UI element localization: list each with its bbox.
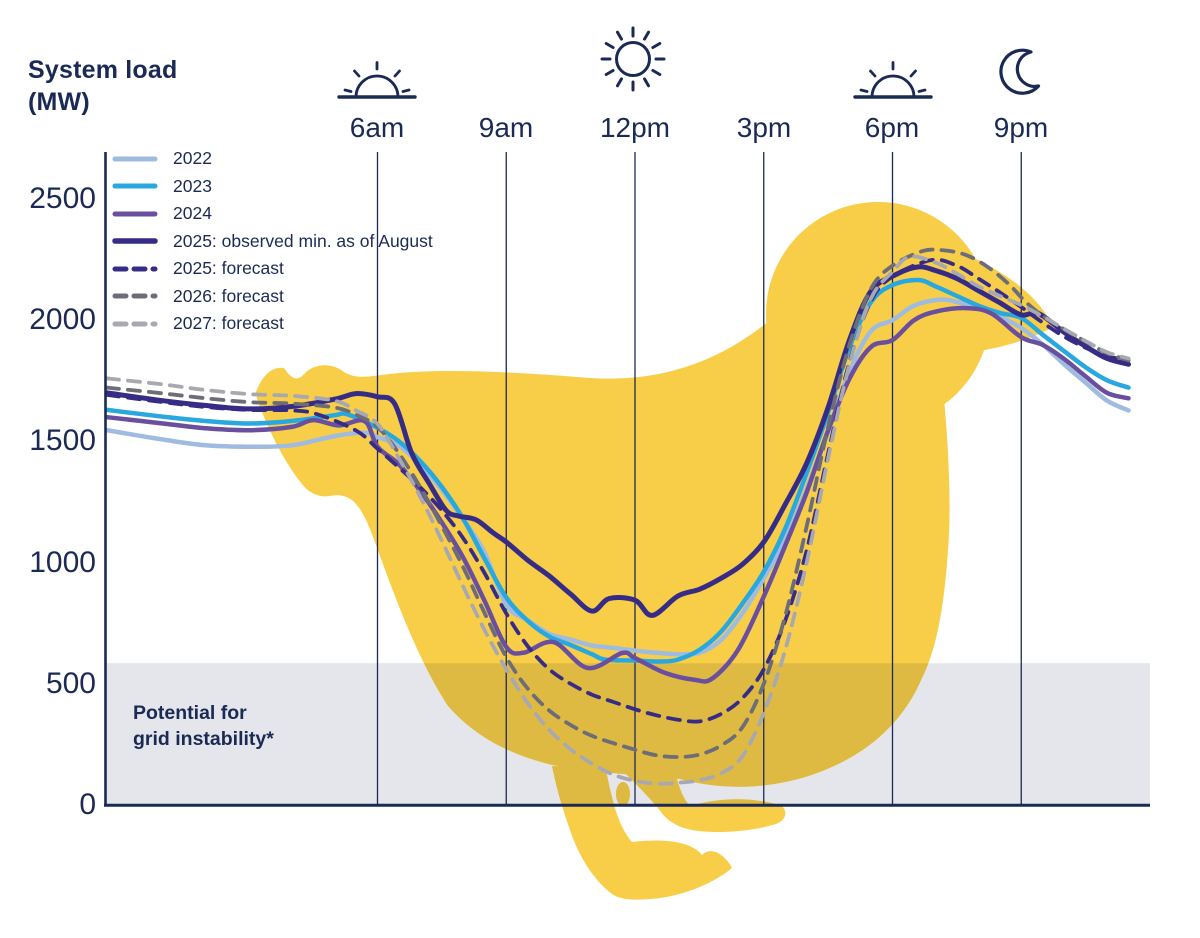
legend-label: 2025: observed min. as of August xyxy=(173,230,433,251)
legend-item-2025-observed: 2025: observed min. as of August xyxy=(112,228,433,256)
x-label-12pm: 12pm xyxy=(599,112,671,143)
moon-icon xyxy=(999,48,1041,95)
y-tick-1000: 1000 xyxy=(29,546,96,579)
x-label-9pm: 9pm xyxy=(993,112,1049,143)
series-line-2027-forecast xyxy=(105,254,1131,786)
legend-item-2023: 2023 xyxy=(112,173,433,201)
legend-swatch-2025-forecast xyxy=(112,266,158,272)
instability-band-label: Potential for grid instability* xyxy=(133,700,274,752)
series-line-2025-forecast xyxy=(105,257,1131,724)
legend-label: 2022 xyxy=(173,148,212,169)
time-gridlines xyxy=(376,152,1022,805)
series-line-2024 xyxy=(104,305,1131,684)
legend-swatch-2027-forecast xyxy=(112,321,158,327)
sunrise-icon xyxy=(337,61,417,99)
x-label-3pm: 3pm xyxy=(736,112,792,143)
legend: 2022 2023 2024 2025: observed min. as of… xyxy=(112,145,433,338)
legend-item-2025-forecast: 2025: forecast xyxy=(112,255,433,283)
legend-swatch-2026-forecast xyxy=(112,293,158,299)
y-tick-1500: 1500 xyxy=(29,424,96,457)
y-tick-500: 500 xyxy=(45,667,96,700)
legend-swatch-2022 xyxy=(112,156,158,162)
legend-label: 2026: forecast xyxy=(173,285,284,306)
chart-title: System load (MW) xyxy=(28,54,177,118)
series-lines xyxy=(104,247,1131,786)
legend-item-2022: 2022 xyxy=(112,145,433,173)
x-label-6pm: 6pm xyxy=(864,112,920,143)
series-line-2025-observed-min-as-of-august xyxy=(104,264,1131,618)
y-tick-2500: 2500 xyxy=(29,182,96,215)
legend-swatch-2023 xyxy=(112,183,158,189)
y-tick-0: 0 xyxy=(79,788,96,821)
y-tick-2000: 2000 xyxy=(29,303,96,336)
legend-swatch-2024 xyxy=(112,211,158,217)
sunset-icon xyxy=(853,61,933,99)
x-label-6am: 6am xyxy=(349,112,405,143)
legend-item-2026-forecast: 2026: forecast xyxy=(112,283,433,311)
legend-label: 2023 xyxy=(173,175,212,196)
legend-label: 2024 xyxy=(173,203,212,224)
legend-swatch-2025-observed xyxy=(112,238,158,244)
legend-label: 2025: forecast xyxy=(173,258,284,279)
chart-title-line2: (MW) xyxy=(28,88,90,116)
legend-item-2024: 2024 xyxy=(112,200,433,228)
band-label-line2: grid instability* xyxy=(133,728,274,750)
legend-label: 2027: forecast xyxy=(173,313,284,334)
x-label-9am: 9am xyxy=(478,112,534,143)
legend-item-2027-forecast: 2027: forecast xyxy=(112,310,433,338)
chart-title-line1: System load xyxy=(28,56,178,84)
sun-icon xyxy=(600,26,666,92)
band-label-line1: Potential for xyxy=(133,702,247,724)
